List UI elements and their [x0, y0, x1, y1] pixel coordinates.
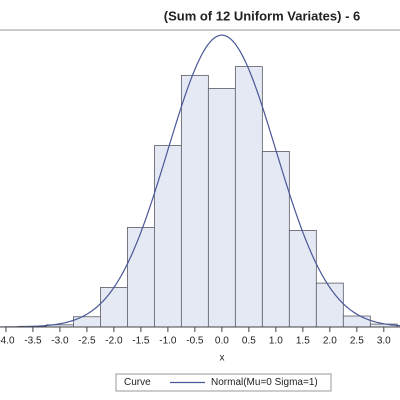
legend-label: Normal(Mu=0 Sigma=1): [211, 377, 318, 388]
x-tick-label: 1.5: [296, 336, 310, 347]
legend-title: Curve: [124, 377, 151, 388]
x-tick-label: -1.5: [132, 336, 150, 347]
bar: [261, 151, 290, 328]
bar: [234, 66, 263, 328]
x-tick-label: -3.0: [51, 336, 69, 347]
x-tick-label: -1.0: [159, 336, 177, 347]
x-tick-label: 0.0: [215, 336, 229, 347]
normal-curve: [0, 34, 400, 328]
x-tick-label: -4.0: [0, 336, 15, 347]
bar: [288, 230, 317, 328]
x-tick-label: 2.0: [323, 336, 337, 347]
x-tick-label: 0.5: [242, 336, 256, 347]
bar: [100, 287, 128, 328]
bar: [207, 88, 236, 328]
bar: [180, 74, 209, 328]
x-tick-label: 3.0: [377, 336, 391, 347]
x-tick-label: -2.0: [105, 336, 123, 347]
bar: [126, 227, 155, 328]
x-tick-label: -2.5: [78, 336, 96, 347]
x-axis-label: x: [220, 353, 225, 364]
x-tick-label: -0.5: [186, 336, 204, 347]
x-tick-label: 1.0: [269, 336, 283, 347]
x-tick-label: 2.5: [350, 336, 364, 347]
bar: [342, 315, 371, 328]
x-tick-label: -3.5: [24, 336, 42, 347]
bar: [315, 282, 344, 328]
chart-title: (Sum of 12 Uniform Variates) - 6: [164, 8, 361, 23]
bar: [153, 145, 182, 328]
legend-box: [115, 373, 332, 392]
